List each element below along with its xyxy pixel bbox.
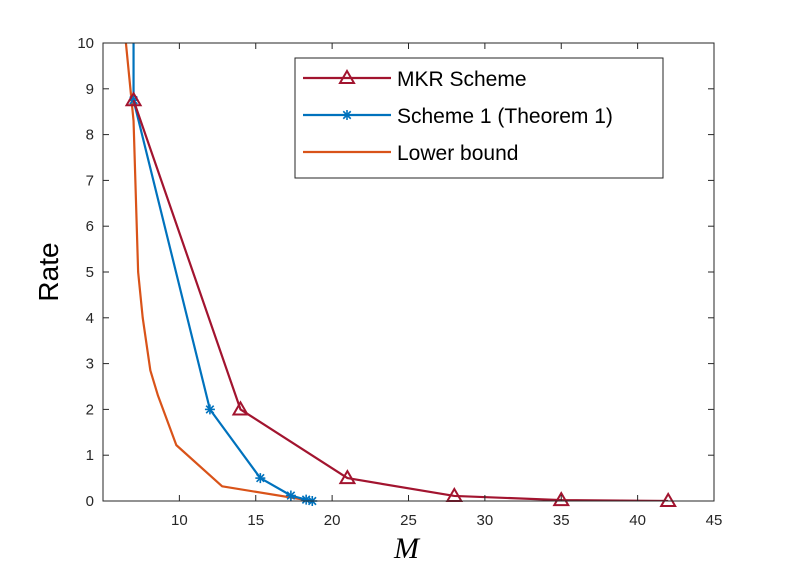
x-tick-label: 35 — [553, 512, 570, 529]
legend-marker — [338, 69, 356, 85]
y-tick-label: 10 — [77, 35, 94, 52]
data-point — [552, 491, 570, 507]
y-tick-label: 1 — [86, 447, 94, 464]
series-line — [132, 43, 313, 501]
legend-entry: MKR Scheme — [303, 68, 527, 91]
data-point — [231, 400, 250, 416]
data-point — [124, 91, 143, 107]
data-point — [255, 473, 266, 484]
x-tick-label: 40 — [629, 512, 646, 529]
data-point — [659, 492, 677, 508]
legend: MKR Scheme Scheme 1 (Theorem 1) Lower boun… — [294, 57, 664, 179]
legend-entry: Scheme 1 (Theorem 1) — [303, 105, 613, 128]
series-line — [132, 99, 669, 501]
series-2 — [124, 43, 313, 501]
x-tick-label: 20 — [324, 512, 341, 529]
legend-marker — [342, 110, 352, 120]
legend-entry: Lower bound — [303, 142, 518, 165]
data-point — [204, 404, 215, 415]
x-tick-label: 30 — [477, 512, 494, 529]
series-1 — [128, 43, 318, 506]
y-tick-label: 9 — [86, 81, 94, 98]
x-tick-label: 10 — [171, 512, 188, 529]
y-tick-label: 8 — [86, 127, 94, 144]
y-tick-label: 5 — [86, 264, 94, 281]
y-tick-label: 3 — [86, 356, 94, 373]
x-tick-label: 45 — [706, 512, 723, 529]
y-tick-label: 7 — [86, 172, 94, 189]
data-point — [338, 469, 357, 485]
series-line — [124, 43, 313, 501]
y-tick-label: 0 — [86, 493, 94, 510]
legend-label: MKR Scheme — [397, 68, 527, 91]
data-point — [285, 490, 296, 501]
x-axis-label: M — [393, 532, 421, 565]
x-tick-label: 25 — [400, 512, 417, 529]
legend-label: Lower bound — [397, 142, 518, 165]
y-tick-label: 2 — [86, 401, 94, 418]
y-axis-label: Rate — [33, 242, 64, 301]
y-tick-label: 4 — [86, 310, 94, 327]
y-tick-label: 6 — [86, 218, 94, 235]
legend-label: Scheme 1 (Theorem 1) — [397, 105, 613, 128]
x-tick-label: 15 — [247, 512, 264, 529]
